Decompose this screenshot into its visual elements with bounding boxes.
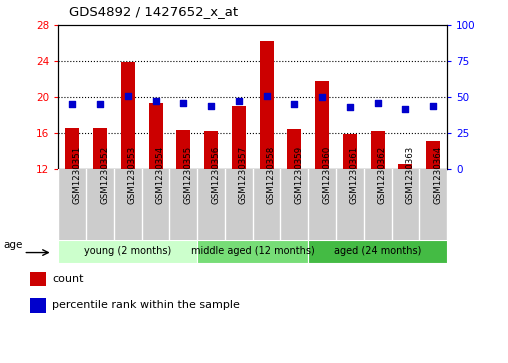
- Point: [207, 103, 215, 109]
- Bar: [398, 164, 412, 169]
- Bar: [343, 134, 357, 169]
- Bar: [93, 129, 107, 169]
- Text: GSM1230353: GSM1230353: [128, 145, 137, 204]
- Text: GSM1230360: GSM1230360: [322, 145, 331, 204]
- Bar: [149, 103, 163, 169]
- Bar: [30, 272, 46, 286]
- Text: percentile rank within the sample: percentile rank within the sample: [52, 300, 240, 310]
- Point: [68, 101, 76, 107]
- Point: [346, 104, 354, 110]
- Point: [429, 103, 437, 109]
- Text: GSM1230355: GSM1230355: [183, 145, 193, 204]
- Text: aged (24 months): aged (24 months): [334, 246, 421, 256]
- Text: GSM1230354: GSM1230354: [155, 145, 165, 204]
- Bar: [426, 141, 440, 169]
- Bar: [315, 81, 329, 169]
- Point: [290, 101, 298, 107]
- Bar: [371, 131, 385, 169]
- Text: age: age: [3, 240, 22, 250]
- Point: [151, 98, 160, 104]
- Bar: [204, 131, 218, 169]
- Bar: [121, 62, 135, 169]
- Text: GSM1230363: GSM1230363: [405, 145, 415, 204]
- Text: young (2 months): young (2 months): [84, 246, 171, 256]
- Text: GSM1230358: GSM1230358: [267, 145, 276, 204]
- Point: [124, 93, 132, 99]
- Text: GSM1230364: GSM1230364: [433, 145, 442, 204]
- Point: [318, 94, 326, 100]
- Text: GSM1230351: GSM1230351: [72, 145, 81, 204]
- Bar: [30, 298, 46, 313]
- Bar: [66, 127, 79, 169]
- Text: GSM1230357: GSM1230357: [239, 145, 248, 204]
- Text: GSM1230356: GSM1230356: [211, 145, 220, 204]
- Bar: [260, 41, 273, 169]
- Text: count: count: [52, 274, 84, 284]
- Point: [96, 101, 104, 107]
- Bar: [288, 129, 301, 169]
- Bar: [176, 130, 190, 169]
- Text: middle aged (12 months): middle aged (12 months): [191, 246, 314, 256]
- Point: [179, 100, 187, 106]
- Text: GSM1230361: GSM1230361: [350, 145, 359, 204]
- Text: GSM1230362: GSM1230362: [377, 145, 387, 204]
- Bar: [58, 240, 197, 263]
- Text: GSM1230352: GSM1230352: [100, 145, 109, 204]
- Point: [373, 100, 382, 106]
- Text: GDS4892 / 1427652_x_at: GDS4892 / 1427652_x_at: [69, 5, 238, 18]
- Bar: [308, 240, 447, 263]
- Point: [401, 106, 409, 111]
- Point: [235, 98, 243, 104]
- Text: GSM1230359: GSM1230359: [294, 146, 303, 204]
- Point: [263, 93, 271, 99]
- Bar: [232, 106, 246, 169]
- Bar: [197, 240, 308, 263]
